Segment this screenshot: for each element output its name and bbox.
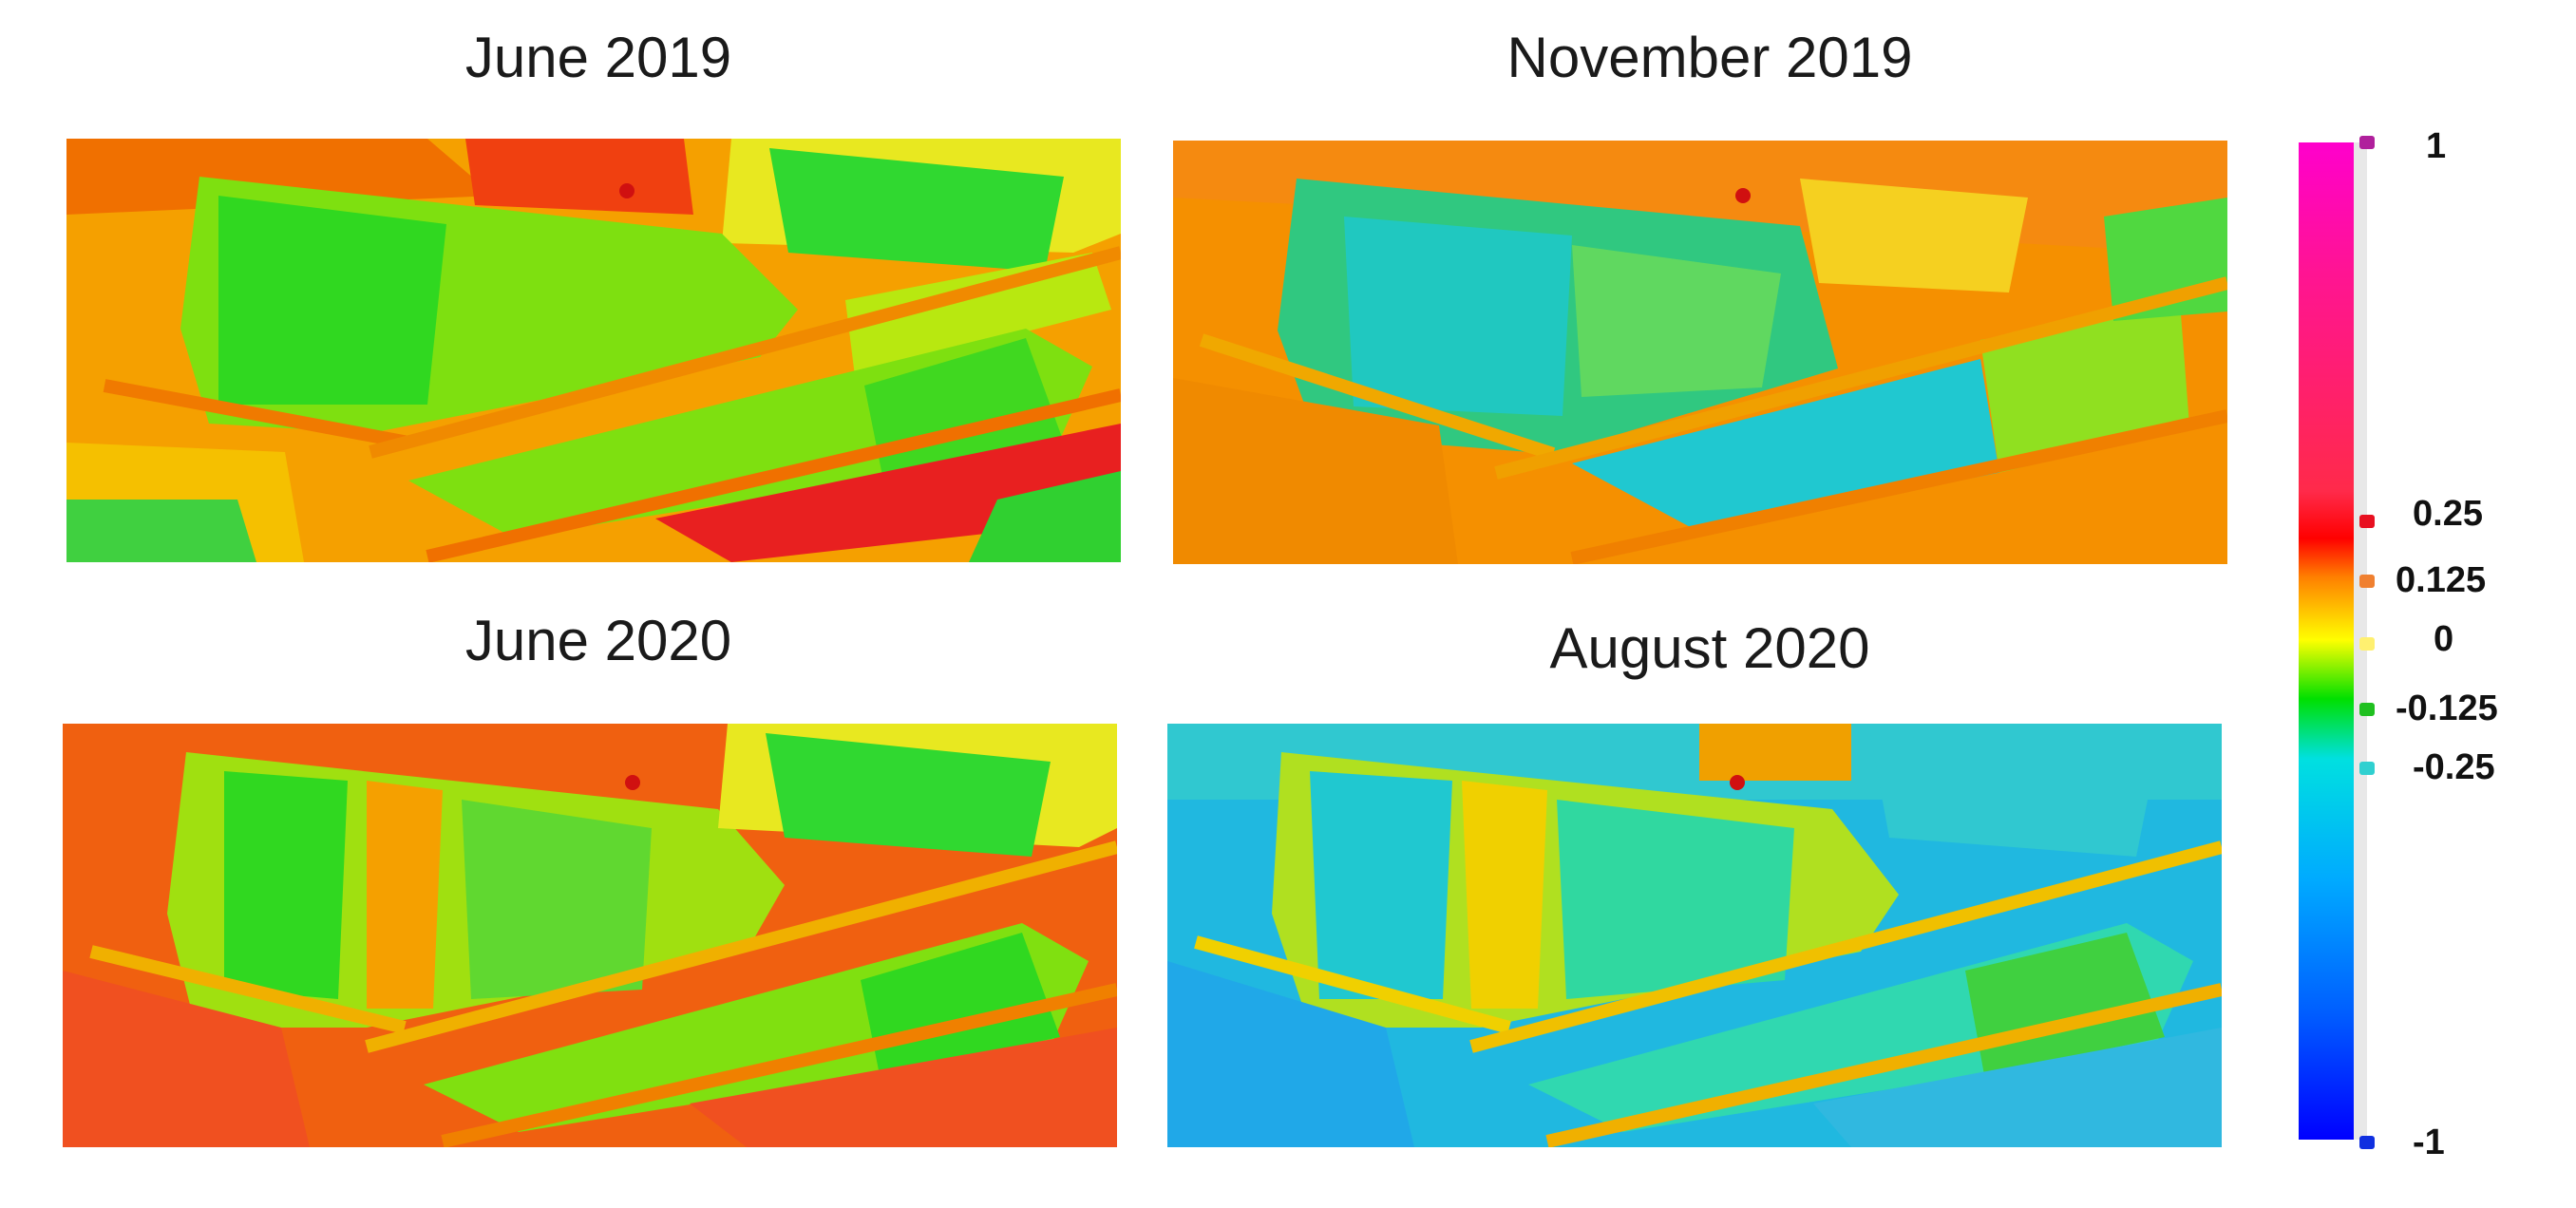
panel-title-august-2020: August 2020 <box>1549 616 1870 680</box>
panel-title-june-2019: June 2019 <box>464 26 732 89</box>
heatmap-august-2020 <box>1167 724 2222 1147</box>
colorbar-label--1: -1 <box>2413 1123 2445 1162</box>
map-panel-august-2020 <box>1167 724 2222 1147</box>
colorbar-gradient <box>2299 142 2354 1140</box>
colorbar-marker-0.125 <box>2359 575 2375 588</box>
heatmap-june-2019 <box>66 139 1121 562</box>
colorbar-marker-1 <box>2359 136 2375 149</box>
colorbar-label--0.125: -0.125 <box>2396 689 2498 728</box>
colorbar <box>2299 142 2367 1140</box>
colorbar-marker--0.25 <box>2359 762 2375 775</box>
colorbar-label-0.125: 0.125 <box>2396 560 2487 600</box>
map-panel-june-2020 <box>63 724 1117 1147</box>
panel-title-june-2020: June 2020 <box>464 609 732 672</box>
colorbar-label-1: 1 <box>2426 126 2447 166</box>
colorbar-label-0.25: 0.25 <box>2413 494 2483 534</box>
map-panel-june-2019 <box>66 139 1121 562</box>
colorbar-label-0: 0 <box>2434 619 2454 659</box>
colorbar-marker-0.25 <box>2359 515 2375 528</box>
panel-title-november-2019: November 2019 <box>1506 26 1913 89</box>
colorbar-marker--1 <box>2359 1136 2375 1149</box>
colorbar-label--0.25: -0.25 <box>2413 747 2495 787</box>
heatmap-june-2020 <box>63 724 1117 1147</box>
colorbar-marker-0 <box>2359 637 2375 651</box>
heatmap-november-2019 <box>1173 141 2227 564</box>
colorbar-marker--0.125 <box>2359 703 2375 716</box>
map-panel-november-2019 <box>1173 141 2227 564</box>
